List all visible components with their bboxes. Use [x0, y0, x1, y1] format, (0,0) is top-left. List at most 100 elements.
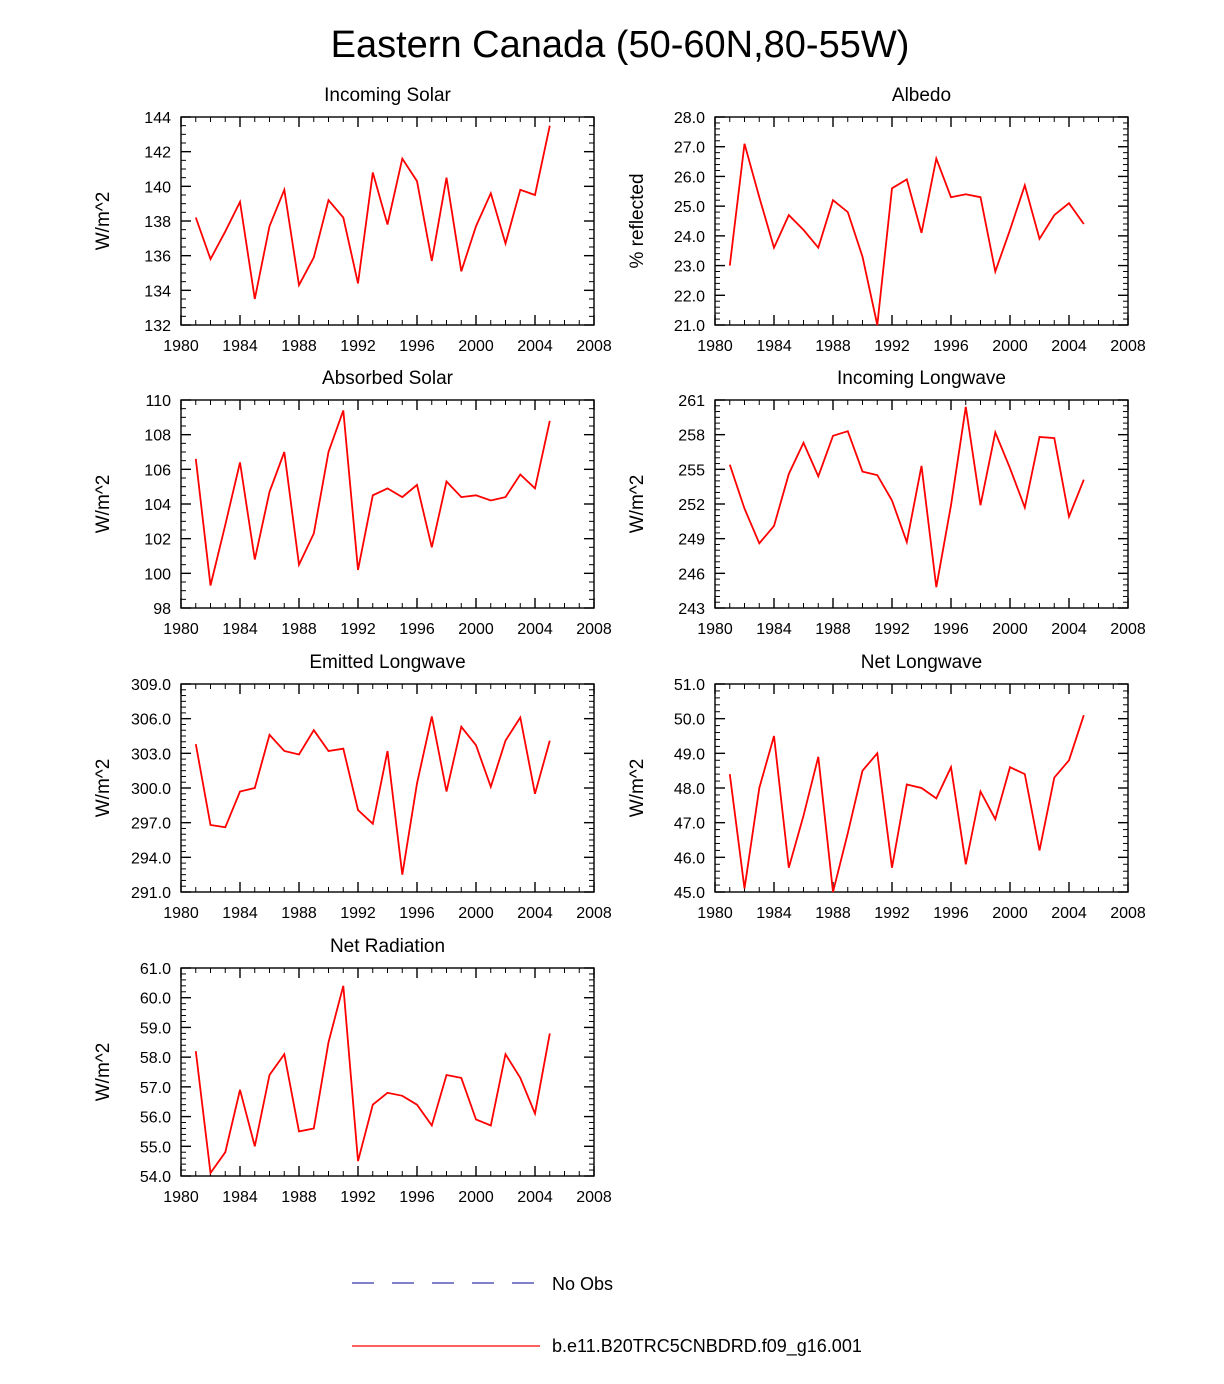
x-tick-label: 1980: [697, 621, 733, 638]
x-tick-label: 1996: [933, 621, 969, 638]
y-tick-label: 300.0: [131, 781, 171, 798]
y-axis-label: W/m^2: [93, 475, 114, 534]
x-tick-label: 1988: [815, 905, 851, 922]
y-tick-label: 49.0: [674, 746, 705, 763]
x-tick-label: 1988: [281, 338, 317, 355]
y-tick-label: 110: [145, 393, 171, 410]
x-tick-label: 1992: [340, 338, 376, 355]
x-tick-label: 2004: [517, 621, 553, 638]
x-tick-label: 1996: [399, 621, 435, 638]
x-tick-label: 1996: [933, 905, 969, 922]
x-tick-label: 1984: [756, 621, 792, 638]
x-tick-label: 1984: [756, 338, 792, 355]
y-tick-label: 23.0: [674, 259, 705, 276]
panel-title: Net Longwave: [861, 652, 982, 673]
panel-title: Incoming Solar: [324, 85, 451, 106]
y-tick-label: 56.0: [140, 1110, 171, 1127]
y-tick-label: 28.0: [674, 110, 705, 127]
y-tick-label: 106: [144, 462, 171, 479]
x-tick-label: 1980: [697, 905, 733, 922]
panel-title: Absorbed Solar: [322, 368, 454, 389]
y-axis-label: W/m^2: [627, 475, 648, 534]
y-axis-label: W/m^2: [627, 759, 648, 818]
x-tick-label: 1980: [163, 338, 199, 355]
y-tick-label: 303.0: [131, 746, 171, 763]
y-tick-label: 59.0: [140, 1020, 171, 1037]
x-tick-label: 2008: [1110, 621, 1146, 638]
y-tick-label: 48.0: [674, 781, 705, 798]
x-tick-label: 2008: [576, 1189, 612, 1206]
x-tick-label: 2008: [576, 338, 612, 355]
y-tick-label: 258: [678, 428, 705, 445]
panel-net-longwave: 1980 1984 1988 1992 1996 2000 2004 2008 45.0 46.0…: [627, 652, 1146, 922]
legend-no-obs-label: No Obs: [552, 1274, 613, 1294]
x-tick-label: 2000: [458, 905, 494, 922]
x-tick-label: 1980: [163, 1189, 199, 1206]
x-tick-label: 1988: [815, 621, 851, 638]
y-tick-label: 57.0: [140, 1080, 171, 1097]
panels: 1980 1984 1988 1992 1996 2000 2004 2008 132 134 13…: [93, 85, 1146, 1206]
series-line-net-longwave: [728, 714, 1085, 893]
x-tick-label: 2000: [992, 338, 1028, 355]
x-tick-label: 1992: [874, 621, 910, 638]
x-tick-label: 2000: [992, 621, 1028, 638]
x-tick-label: 2000: [458, 1189, 494, 1206]
y-tick-label: 108: [144, 428, 171, 445]
y-axis-label: W/m^2: [93, 192, 114, 251]
x-tick-label: 2008: [1110, 905, 1146, 922]
x-tick-label: 1996: [399, 905, 435, 922]
x-tick-label: 1980: [163, 621, 199, 638]
y-tick-label: 21.0: [674, 318, 705, 335]
y-tick-label: 45.0: [674, 885, 705, 902]
figure-title: Eastern Canada (50-60N,80-55W): [331, 24, 910, 66]
y-tick-label: 144: [144, 110, 171, 127]
x-tick-label: 1992: [340, 621, 376, 638]
series-line-incoming-solar: [194, 125, 551, 300]
y-tick-label: 47.0: [674, 816, 705, 833]
y-tick-label: 243: [678, 601, 705, 618]
x-tick-label: 2008: [1110, 338, 1146, 355]
x-tick-label: 2004: [517, 905, 553, 922]
x-tick-label: 2004: [1051, 621, 1087, 638]
y-tick-label: 261: [678, 393, 705, 410]
y-tick-label: 102: [144, 532, 171, 549]
y-tick-label: 294.0: [131, 850, 171, 867]
y-axis-label: W/m^2: [93, 759, 114, 818]
plot-frame: [714, 399, 1129, 609]
plot-frame: [180, 399, 595, 609]
x-tick-label: 1996: [399, 1189, 435, 1206]
y-tick-label: 50.0: [674, 712, 705, 729]
x-tick-label: 1992: [874, 338, 910, 355]
panel-title: Albedo: [892, 85, 951, 106]
panel-incoming-longwave: 1980 1984 1988 1992 1996 2000 2004 2008 243 246 24…: [627, 368, 1146, 638]
x-tick-label: 2000: [458, 621, 494, 638]
y-tick-label: 51.0: [674, 677, 705, 694]
y-tick-label: 25.0: [674, 199, 705, 216]
y-tick-label: 246: [678, 566, 705, 583]
panel-incoming-solar: 1980 1984 1988 1992 1996 2000 2004 2008 132 134 13…: [93, 85, 612, 355]
y-tick-label: 136: [144, 249, 171, 266]
y-tick-label: 61.0: [140, 961, 171, 978]
y-tick-label: 24.0: [674, 229, 705, 246]
x-tick-label: 2004: [517, 338, 553, 355]
series-line-absorbed-solar: [194, 410, 551, 586]
x-tick-label: 2000: [458, 338, 494, 355]
panel-absorbed-solar: 1980 1984 1988 1992 1996 2000 2004 2008 98 100 102…: [93, 368, 612, 638]
x-tick-label: 1980: [163, 905, 199, 922]
plot-frame: [180, 967, 595, 1177]
series-line-emitted-longwave: [194, 715, 551, 875]
y-tick-label: 46.0: [674, 850, 705, 867]
y-tick-label: 104: [144, 497, 171, 514]
y-tick-label: 27.0: [674, 140, 705, 157]
x-tick-label: 2008: [576, 905, 612, 922]
x-tick-label: 1984: [222, 1189, 258, 1206]
plot-frame: [714, 116, 1129, 326]
x-tick-label: 1992: [340, 1189, 376, 1206]
x-tick-label: 1980: [697, 338, 733, 355]
y-tick-label: 249: [678, 532, 705, 549]
panel-albedo: 1980 1984 1988 1992 1996 2000 2004 2008 21.0 22.0…: [627, 85, 1146, 355]
y-tick-label: 22.0: [674, 288, 705, 305]
x-tick-label: 1996: [399, 338, 435, 355]
x-tick-label: 1988: [281, 1189, 317, 1206]
